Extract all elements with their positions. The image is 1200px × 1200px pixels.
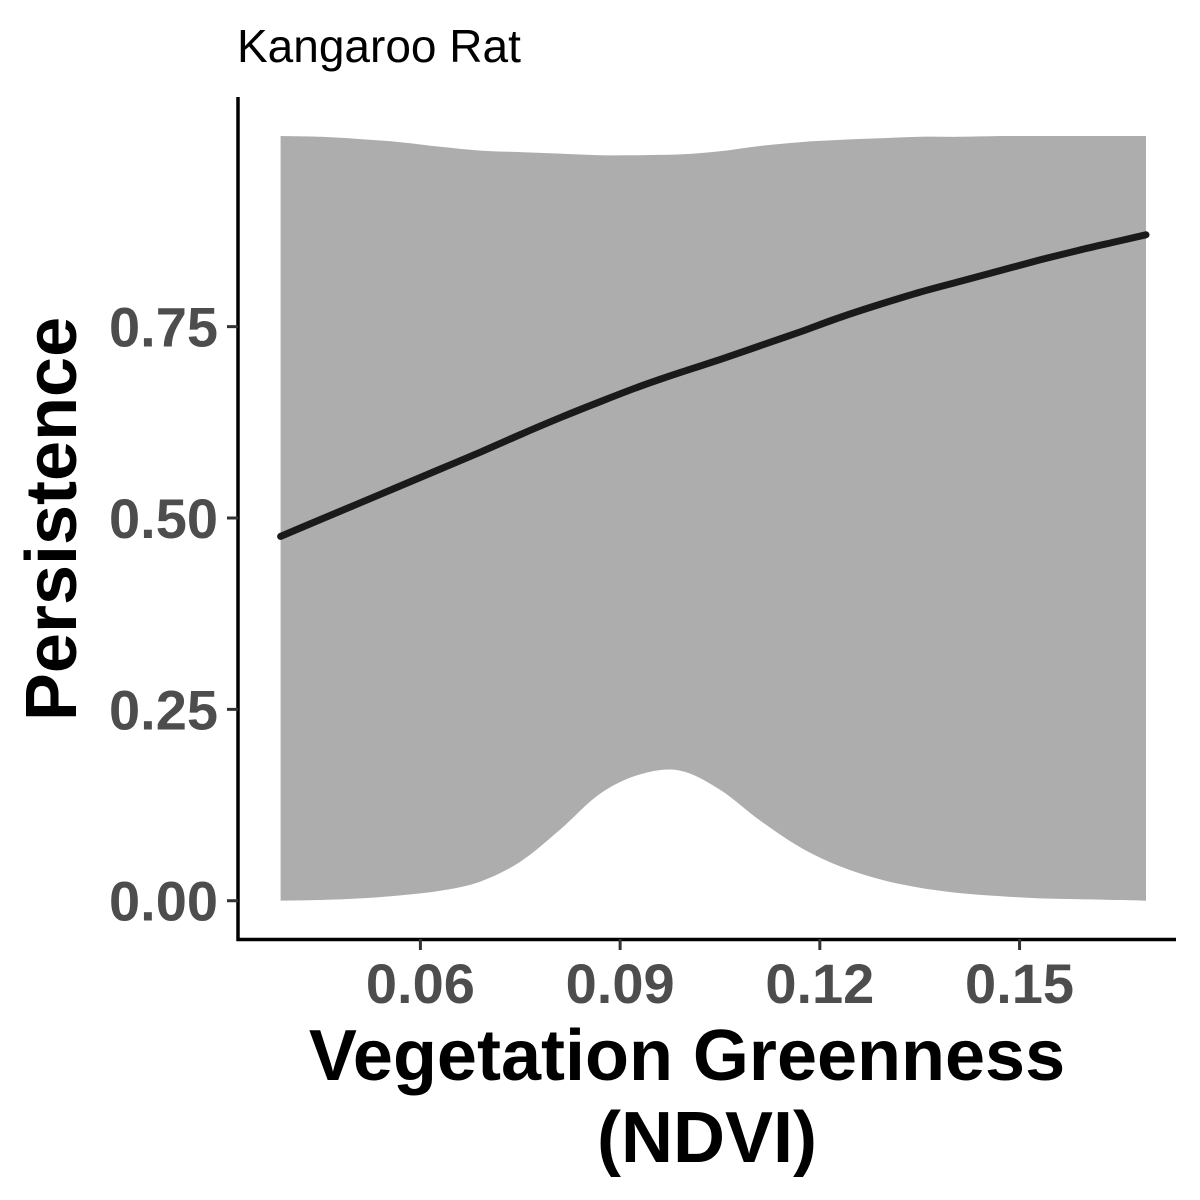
confidence-band [280, 135, 1147, 901]
x-tick-label: 0.12 [765, 952, 874, 1015]
y-tick-label: 0.25 [109, 678, 218, 741]
chart-title: Kangaroo Rat [237, 20, 521, 72]
y-tick-label: 0.00 [109, 870, 218, 933]
plot-area [277, 135, 1150, 901]
y-tick-label: 0.75 [109, 296, 218, 359]
fitted-line [277, 231, 1150, 540]
x-axis-title-line-1: Vegetation Greenness [309, 1016, 1065, 1096]
x-axis-title: Vegetation Greenness (NDVI) [309, 1016, 1085, 1178]
x-axis-title-line-2: (NDVI) [597, 1098, 817, 1178]
x-tick-label: 0.15 [965, 952, 1074, 1015]
x-axis-ticks: 0.06 0.09 0.12 0.15 [366, 939, 1074, 1015]
x-tick-label: 0.06 [366, 952, 475, 1015]
y-axis-title: Persistence [12, 317, 92, 721]
y-tick-label: 0.50 [109, 487, 218, 550]
y-axis-ticks: 0.00 0.25 0.50 0.75 [109, 296, 238, 933]
x-tick-label: 0.09 [566, 952, 675, 1015]
